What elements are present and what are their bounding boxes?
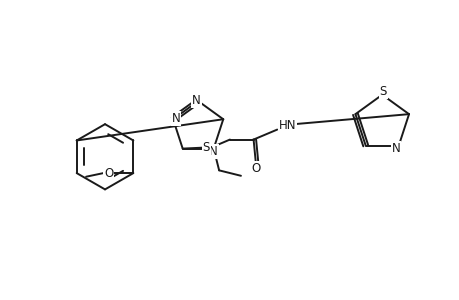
Text: O: O: [251, 162, 260, 175]
Text: N: N: [391, 142, 400, 155]
Text: N: N: [191, 94, 200, 107]
Text: HN: HN: [278, 119, 295, 133]
Text: S: S: [202, 141, 210, 154]
Text: O: O: [104, 167, 113, 180]
Text: N: N: [208, 145, 217, 158]
Text: S: S: [379, 85, 386, 98]
Text: N: N: [171, 112, 180, 125]
